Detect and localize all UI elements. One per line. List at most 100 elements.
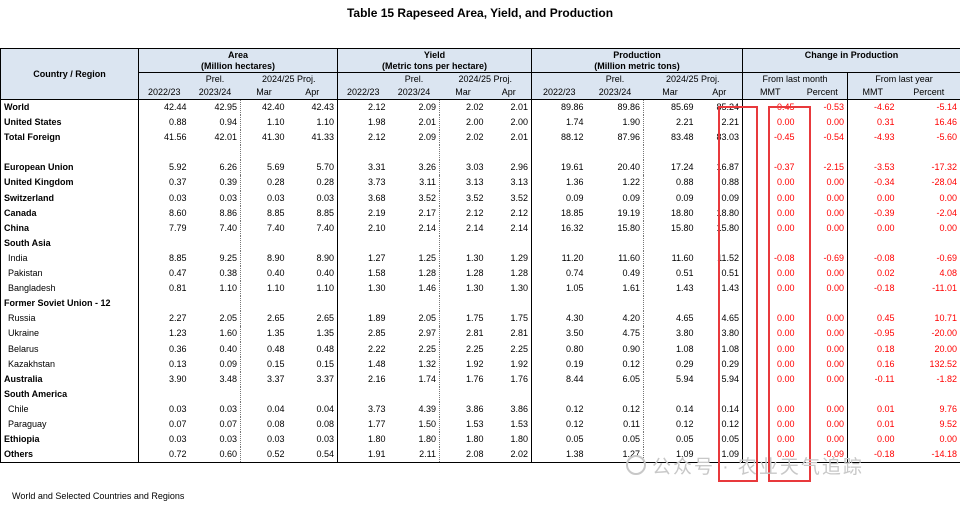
table-cell (743, 236, 798, 251)
table-cell: 1.23 (168, 328, 187, 339)
table-cell: 0.07 (219, 418, 237, 429)
watermark-logo-icon (626, 455, 646, 475)
row-label: Former Soviet Union - 12 (0, 296, 139, 312)
subheader-prel: Prel. (586, 72, 644, 86)
table-cell: 1.60 (219, 328, 237, 339)
table-cell: 0.51 (643, 266, 697, 282)
row-label: Switzerland (0, 190, 139, 206)
table-cell: 0.88 (696, 175, 744, 191)
table-cell: -1.82 (936, 373, 958, 384)
table-cell: -2.15 (797, 160, 849, 176)
table-cell: 1.53 (439, 416, 487, 433)
table-cell: 2.14 (439, 220, 487, 236)
table-cell: 3.26 (418, 162, 437, 173)
table-row: South Asia (0, 235, 960, 251)
table-cell: 2.85 (367, 328, 386, 339)
table-cell: 0.09 (219, 358, 237, 369)
table-row: Paraguay 0.07 0.07 0.08 0.08 1.77 1.50 1.53 1.53… (0, 416, 960, 433)
table-cell: -0.18 (874, 449, 895, 460)
table-cell: 8.44 (565, 373, 584, 384)
table-cell: 0.40 (219, 343, 237, 354)
table-cell (587, 236, 644, 251)
table-cell: 0.00 (776, 434, 795, 445)
table-cell: 3.52 (418, 192, 437, 203)
table-cell: -0.08 (774, 252, 795, 263)
table-cell: 0.00 (776, 177, 795, 188)
table-cell (389, 145, 440, 160)
table-cell: 1.53 (486, 416, 533, 433)
table-cell (797, 296, 849, 312)
table-cell: 0.40 (240, 266, 288, 282)
table-cell: 17.24 (643, 160, 697, 176)
table-cell: 83.48 (643, 130, 697, 146)
table-cell (743, 145, 798, 160)
table-cell: 0.49 (622, 268, 641, 279)
table-cell: 8.86 (219, 207, 237, 218)
table-cell: 0.94 (219, 117, 237, 128)
table-cell (848, 387, 898, 402)
table-cell: 0.01 (876, 403, 895, 414)
table-cell: 3.68 (367, 192, 386, 203)
subheader-last-year: From last year (847, 72, 960, 86)
table-cell: 0.28 (287, 175, 339, 191)
table-cell: 2.81 (486, 326, 533, 342)
table-cell: 42.95 (214, 102, 237, 112)
table-cell: 15.80 (617, 222, 641, 233)
table-cell: 3.80 (696, 326, 744, 342)
table-cell: 2.00 (439, 115, 487, 131)
table-cell: 5.94 (696, 371, 744, 387)
subheader-proj: 2024/25 Proj. (439, 72, 533, 86)
table-cell: 0.03 (168, 403, 187, 414)
table-row: United Kingdom 0.37 0.39 0.28 0.28 3.73 3.11 3.… (0, 175, 960, 191)
table-cell: 0.18 (876, 343, 895, 354)
table-cell: 3.48 (219, 373, 237, 384)
table-cell: 16.87 (696, 160, 744, 176)
table-cell: 0.29 (696, 356, 744, 372)
table-cell: 2.19 (367, 207, 386, 218)
table-cell: 0.05 (565, 434, 584, 445)
table-cell (696, 235, 744, 251)
table-cell: 42.43 (287, 99, 339, 116)
table-cell: 1.75 (439, 311, 487, 327)
table-cell (532, 387, 587, 402)
table-cell: 2.27 (168, 313, 187, 324)
table-cell: 0.12 (696, 416, 744, 433)
table-cell: 3.73 (367, 177, 386, 188)
table-cell: -14.18 (931, 449, 958, 460)
table-cell: 11.52 (696, 250, 744, 267)
row-label: Kazakhstan (0, 356, 139, 372)
table-cell: 0.12 (622, 403, 641, 414)
table-cell: 2.22 (367, 343, 386, 354)
table-cell: 2.01 (486, 130, 533, 146)
table-cell: 0.00 (776, 343, 795, 354)
table-cell: 0.29 (643, 356, 697, 372)
table-cell: 2.97 (418, 328, 437, 339)
table-row: Australia 3.90 3.48 3.37 3.37 2.16 1.74 1.76 1.7… (0, 371, 960, 387)
table-cell: 0.54 (287, 447, 339, 463)
table-cell: 0.40 (287, 266, 339, 282)
table-cell: 0.00 (797, 115, 849, 131)
table-cell: 2.05 (418, 313, 437, 324)
table-cell: 0.00 (797, 311, 849, 327)
col-header-production-unit: (Million metric tons) (531, 61, 744, 73)
table-cell: 0.00 (776, 313, 795, 324)
table-cell: 1.10 (240, 281, 288, 297)
table-cell: 3.13 (439, 175, 487, 191)
table-cell: 2.21 (643, 115, 697, 131)
table-cell (848, 236, 898, 251)
table-cell (389, 236, 440, 251)
table-cell: 1.29 (486, 250, 533, 267)
table-cell: 0.04 (287, 401, 339, 417)
table-row: Pakistan 0.47 0.38 0.40 0.40 1.58 1.28 1.28 1.28… (0, 266, 960, 282)
table-cell: 1.58 (367, 268, 386, 279)
table-cell: 0.88 (168, 117, 187, 128)
table-cell: 1.76 (439, 371, 487, 387)
table-cell: 0.05 (622, 434, 641, 445)
col-header-yield-unit: (Metric tons per hectare) (337, 61, 533, 73)
table-cell: -0.53 (797, 99, 849, 116)
table-cell (848, 296, 898, 311)
table-cell: 1.50 (418, 418, 437, 429)
table-cell (643, 145, 697, 161)
watermark-text: 公众号 · 农业天气追踪 (652, 457, 864, 478)
table-cell: 2.65 (287, 311, 339, 327)
